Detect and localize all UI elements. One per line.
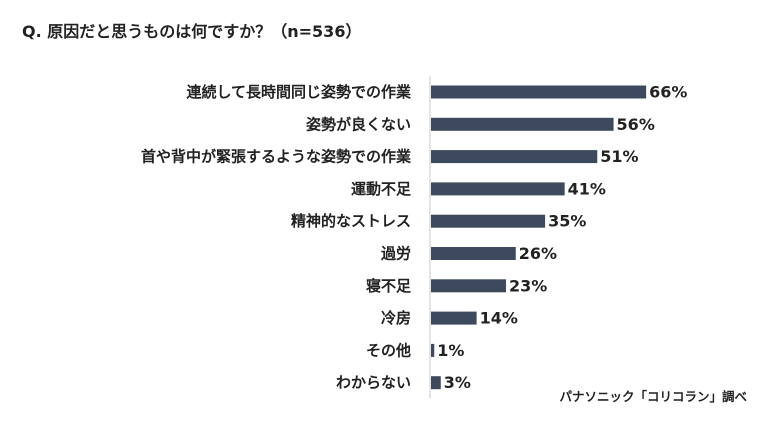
- bar: [431, 343, 435, 357]
- category-label: わからない: [336, 374, 411, 392]
- bar: [431, 311, 477, 325]
- bar: [431, 214, 546, 228]
- bar: [431, 117, 614, 131]
- bar: [431, 247, 516, 260]
- category-label: 姿勢が良くない: [306, 115, 411, 133]
- value-label: 35%: [548, 212, 586, 231]
- bars-group: 連続して長時間同じ姿勢での作業 66% 姿勢が良くない 56% 首や背中が緊張するような…: [141, 83, 687, 393]
- category-label: 冷房: [381, 309, 411, 327]
- bar: [431, 376, 441, 390]
- chart-title: Q. 原因だと思うものは何ですか？（n=536）: [22, 22, 362, 41]
- category-label: 過労: [380, 245, 411, 263]
- value-label: 3%: [444, 373, 471, 392]
- bar: [431, 85, 647, 99]
- value-label: 66%: [649, 83, 687, 102]
- category-label: 運動不足: [351, 180, 412, 198]
- value-label: 56%: [617, 115, 655, 134]
- category-label: 首や背中が緊張するような姿勢での作業: [141, 148, 412, 166]
- value-label: 1%: [437, 341, 464, 360]
- bar: [431, 279, 506, 293]
- category-label: 精神的なストレス: [291, 212, 411, 230]
- value-label: 26%: [519, 244, 557, 263]
- value-label: 14%: [480, 309, 518, 328]
- bar: [431, 182, 565, 196]
- bar: [431, 150, 598, 164]
- category-label: その他: [366, 341, 411, 359]
- source-note: パナソニック「コリコラン」調べ: [559, 389, 747, 404]
- value-label: 51%: [600, 147, 638, 166]
- value-label: 23%: [509, 276, 547, 295]
- value-label: 41%: [568, 179, 606, 198]
- category-label: 連続して長時間同じ姿勢での作業: [186, 83, 412, 101]
- category-label: 寝不足: [366, 277, 412, 295]
